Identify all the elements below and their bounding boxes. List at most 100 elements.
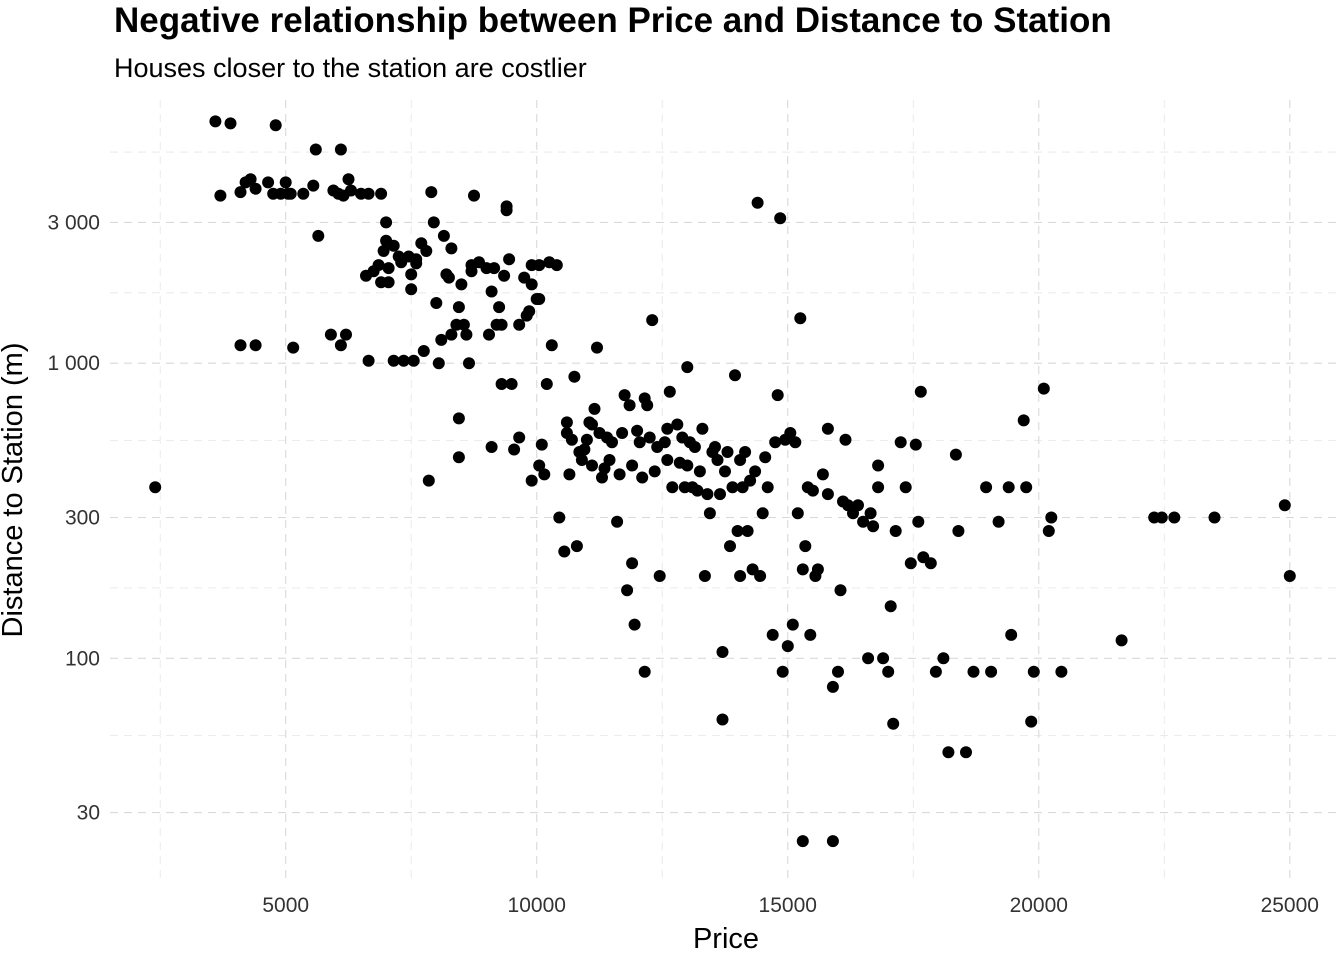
x-tick-label: 15000 bbox=[759, 894, 817, 917]
data-point bbox=[460, 328, 473, 341]
data-point bbox=[362, 354, 375, 367]
x-tick-label: 10000 bbox=[508, 894, 566, 917]
data-point bbox=[545, 339, 558, 352]
data-point bbox=[992, 515, 1005, 528]
data-point bbox=[488, 262, 501, 275]
data-point bbox=[681, 361, 694, 374]
data-point bbox=[887, 717, 900, 730]
data-point bbox=[701, 488, 714, 501]
data-point bbox=[523, 305, 536, 318]
data-point bbox=[766, 628, 779, 641]
data-point bbox=[1042, 525, 1055, 537]
data-point bbox=[513, 318, 526, 331]
data-point bbox=[425, 186, 438, 199]
data-point bbox=[661, 422, 674, 435]
data-point bbox=[533, 459, 546, 472]
data-point bbox=[505, 378, 518, 390]
data-point bbox=[731, 525, 744, 537]
data-point bbox=[613, 468, 626, 481]
data-point bbox=[834, 584, 847, 597]
data-point bbox=[457, 318, 470, 331]
data-point bbox=[1017, 414, 1030, 427]
data-point bbox=[658, 436, 671, 449]
data-point bbox=[980, 481, 993, 494]
data-point bbox=[382, 262, 395, 275]
data-point bbox=[375, 187, 388, 200]
data-point bbox=[636, 471, 649, 484]
data-point bbox=[889, 525, 902, 537]
data-point bbox=[616, 427, 629, 439]
data-point bbox=[942, 746, 955, 759]
data-point bbox=[432, 357, 445, 370]
data-point bbox=[826, 835, 839, 848]
data-point bbox=[485, 441, 498, 453]
data-point bbox=[821, 488, 834, 501]
data-point bbox=[397, 354, 410, 367]
data-point bbox=[726, 481, 739, 494]
data-point bbox=[334, 143, 347, 156]
data-point bbox=[681, 459, 694, 472]
data-point bbox=[691, 484, 704, 497]
x-axis-title: Price bbox=[693, 923, 759, 955]
data-point bbox=[862, 652, 875, 665]
data-point bbox=[899, 481, 912, 494]
data-point bbox=[796, 835, 809, 848]
data-point bbox=[540, 378, 553, 390]
data-point bbox=[864, 507, 877, 520]
data-point bbox=[857, 515, 870, 528]
data-point bbox=[741, 525, 754, 537]
data-point bbox=[1115, 634, 1128, 647]
y-axis-title: Distance to Station (m) bbox=[0, 343, 29, 638]
data-point bbox=[324, 328, 337, 341]
data-point bbox=[734, 570, 747, 582]
data-point bbox=[877, 652, 890, 665]
data-point bbox=[387, 239, 400, 252]
data-point bbox=[643, 431, 656, 444]
x-axis-ticks: 5000 10000 15000 20000 25000 bbox=[262, 894, 1319, 917]
data-point bbox=[309, 143, 322, 156]
data-point bbox=[149, 481, 162, 494]
data-point bbox=[262, 176, 275, 189]
data-point bbox=[603, 454, 616, 466]
data-point bbox=[711, 454, 724, 466]
chart-subtitle: Houses closer to the station are costlie… bbox=[114, 53, 587, 83]
data-point bbox=[985, 665, 998, 678]
grid bbox=[110, 100, 1340, 878]
data-point bbox=[1025, 715, 1038, 728]
data-point bbox=[422, 474, 435, 487]
data-point bbox=[410, 257, 423, 270]
data-point bbox=[628, 618, 641, 631]
data-point bbox=[666, 481, 679, 494]
data-point bbox=[791, 507, 804, 520]
data-point bbox=[234, 186, 247, 199]
data-point bbox=[560, 416, 573, 429]
data-point bbox=[342, 173, 355, 186]
data-point bbox=[776, 665, 789, 678]
data-point bbox=[716, 646, 729, 658]
data-point bbox=[362, 187, 375, 200]
data-point bbox=[884, 600, 897, 613]
data-point bbox=[693, 465, 706, 478]
data-point bbox=[209, 115, 222, 128]
data-point bbox=[626, 459, 639, 472]
data-point bbox=[500, 204, 513, 217]
data-point bbox=[751, 196, 764, 209]
data-point bbox=[565, 433, 578, 446]
x-tick-label: 20000 bbox=[1010, 894, 1068, 917]
data-point bbox=[468, 189, 480, 202]
data-point bbox=[816, 468, 829, 481]
chart-title: Negative relationship between Price and … bbox=[114, 1, 1112, 40]
data-point bbox=[1055, 665, 1068, 678]
data-point bbox=[513, 431, 526, 444]
data-point bbox=[716, 713, 729, 726]
data-point bbox=[591, 341, 603, 354]
data-point bbox=[380, 216, 393, 229]
data-point bbox=[452, 451, 465, 464]
data-point bbox=[553, 511, 566, 524]
data-point bbox=[696, 422, 709, 435]
data-point bbox=[1278, 499, 1291, 512]
data-point bbox=[789, 436, 802, 449]
data-point bbox=[799, 540, 812, 553]
data-point bbox=[882, 665, 895, 678]
